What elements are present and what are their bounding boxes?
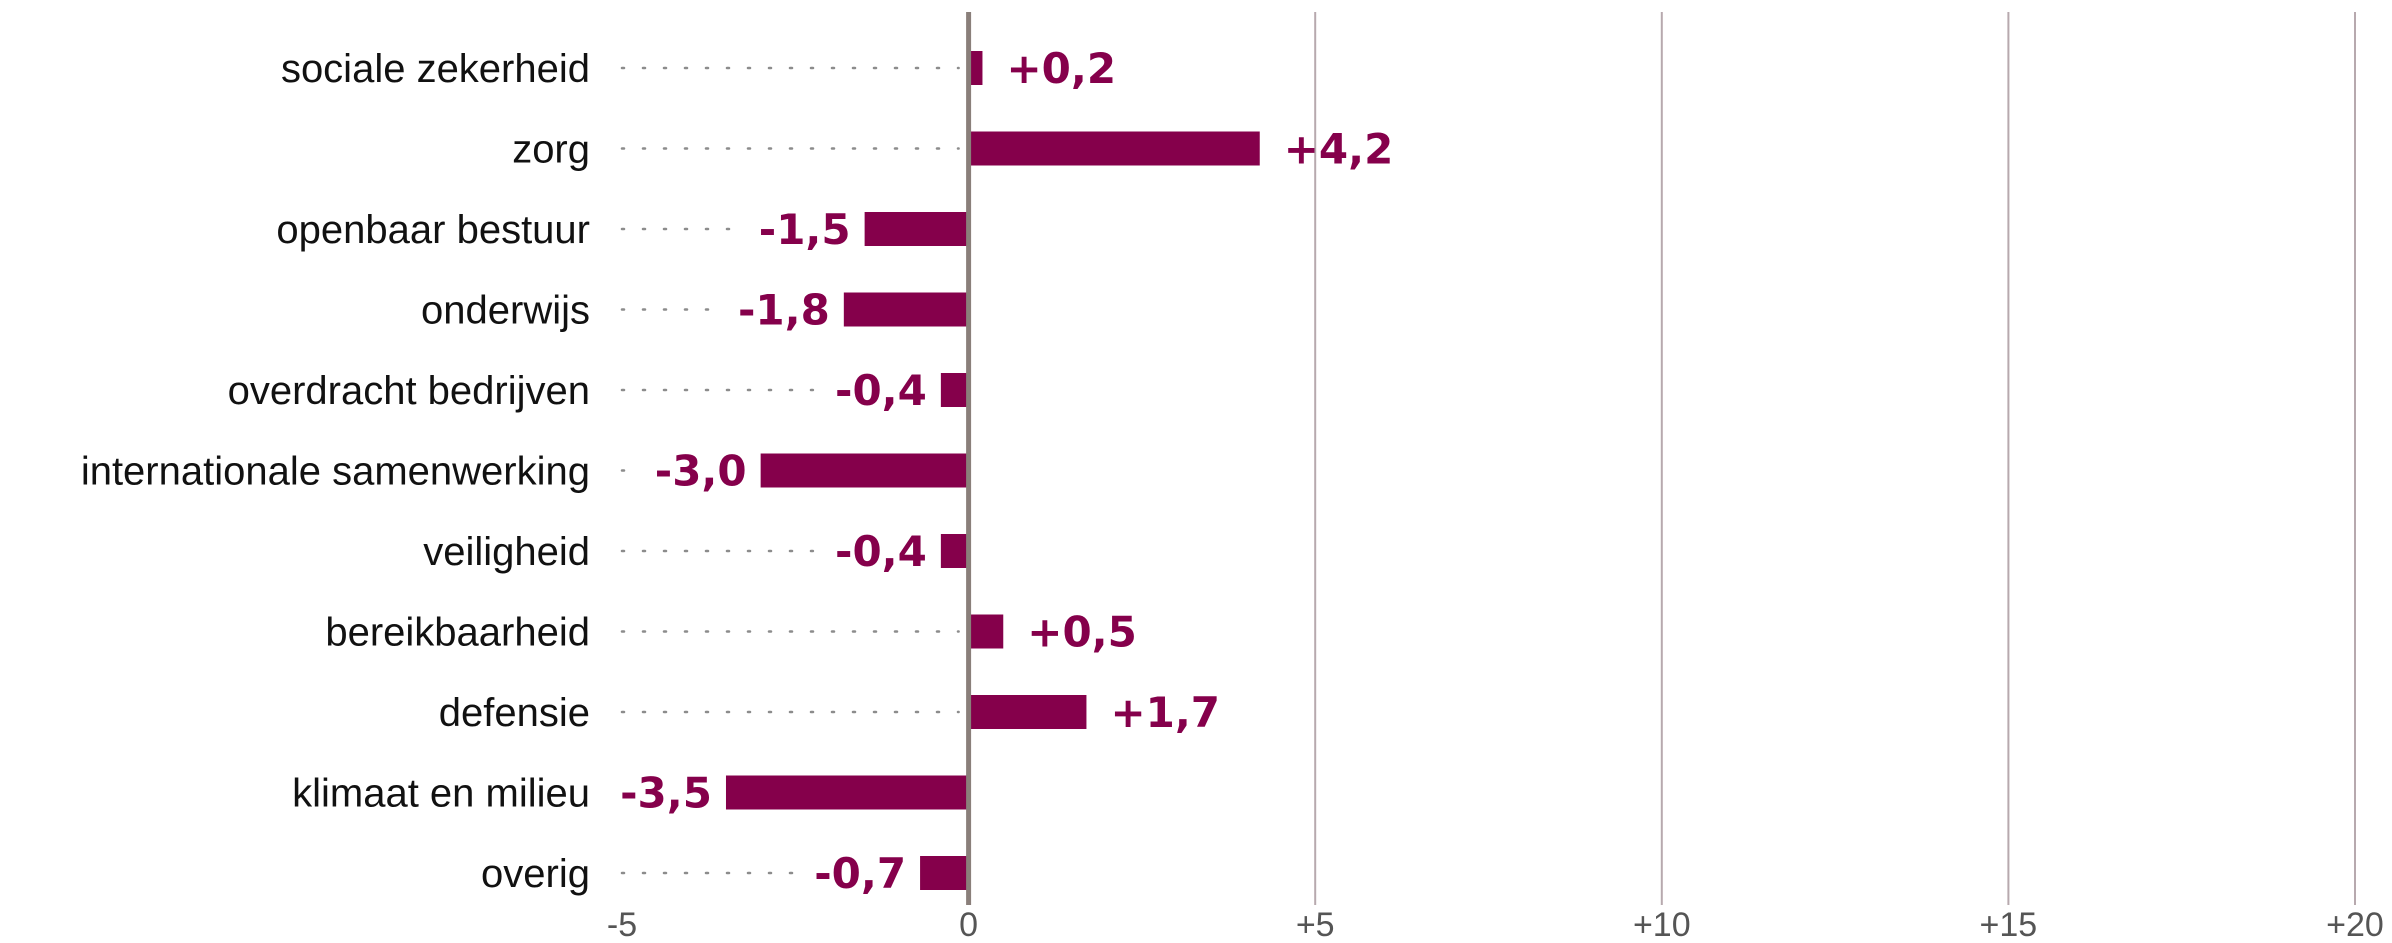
value-label-4: -0,4 xyxy=(835,366,927,415)
value-label-8: +1,7 xyxy=(1110,688,1220,737)
value-label-6: -0,4 xyxy=(835,527,927,576)
value-label-1: +4,2 xyxy=(1284,125,1394,174)
x-tick-label-4: +15 xyxy=(1980,906,2038,943)
value-label-3: -1,8 xyxy=(738,286,830,335)
category-label-6: veiligheid xyxy=(423,530,590,574)
value-label-9: -3,5 xyxy=(620,769,712,818)
bar-10 xyxy=(920,856,969,890)
value-label-2: -1,5 xyxy=(759,205,851,254)
bar-1 xyxy=(968,131,1260,166)
category-label-5: internationale samenwerking xyxy=(81,450,590,494)
gridlines xyxy=(1314,12,2356,905)
x-tick-label-2: +5 xyxy=(1296,906,1335,943)
bar-7 xyxy=(968,614,1004,649)
category-labels: sociale zekerheid zorg openbaar bestuur ond… xyxy=(81,47,590,896)
x-tick-label-5: +20 xyxy=(2326,906,2384,943)
value-label-0: +0,2 xyxy=(1006,44,1116,93)
bar-4 xyxy=(940,373,969,407)
bar-0 xyxy=(968,51,983,85)
category-label-2: openbaar bestuur xyxy=(276,208,590,252)
category-label-10: overig xyxy=(481,852,590,896)
value-label-5: -3,0 xyxy=(655,447,747,496)
bar-9 xyxy=(725,775,969,810)
bar-8 xyxy=(968,695,1087,729)
x-tick-label-0: -5 xyxy=(607,906,637,943)
bar-3 xyxy=(843,292,969,327)
bar-5 xyxy=(760,453,969,488)
category-label-3: onderwijs xyxy=(421,289,590,333)
category-label-0: sociale zekerheid xyxy=(281,47,590,91)
category-label-4: overdracht bedrijven xyxy=(228,369,590,413)
category-label-7: bereikbaarheid xyxy=(325,611,590,655)
leader-lines xyxy=(620,66,960,875)
x-axis-tick-labels: -5 0 +5 +10 +15 +20 xyxy=(607,906,2384,943)
bar-2 xyxy=(864,212,969,246)
x-tick-label-1: 0 xyxy=(959,906,978,943)
category-label-8: defensie xyxy=(439,691,590,735)
category-label-1: zorg xyxy=(512,128,590,172)
bar-6 xyxy=(940,534,969,568)
x-tick-label-3: +10 xyxy=(1633,906,1691,943)
value-label-10: -0,7 xyxy=(814,849,906,898)
bars xyxy=(725,51,1260,890)
value-labels: +0,2+4,2-1,5-1,8-0,4-3,0-0,4+0,5+1,7-3,5… xyxy=(620,44,1393,898)
value-label-7: +0,5 xyxy=(1027,608,1137,657)
category-label-9: klimaat en milieu xyxy=(292,772,590,816)
